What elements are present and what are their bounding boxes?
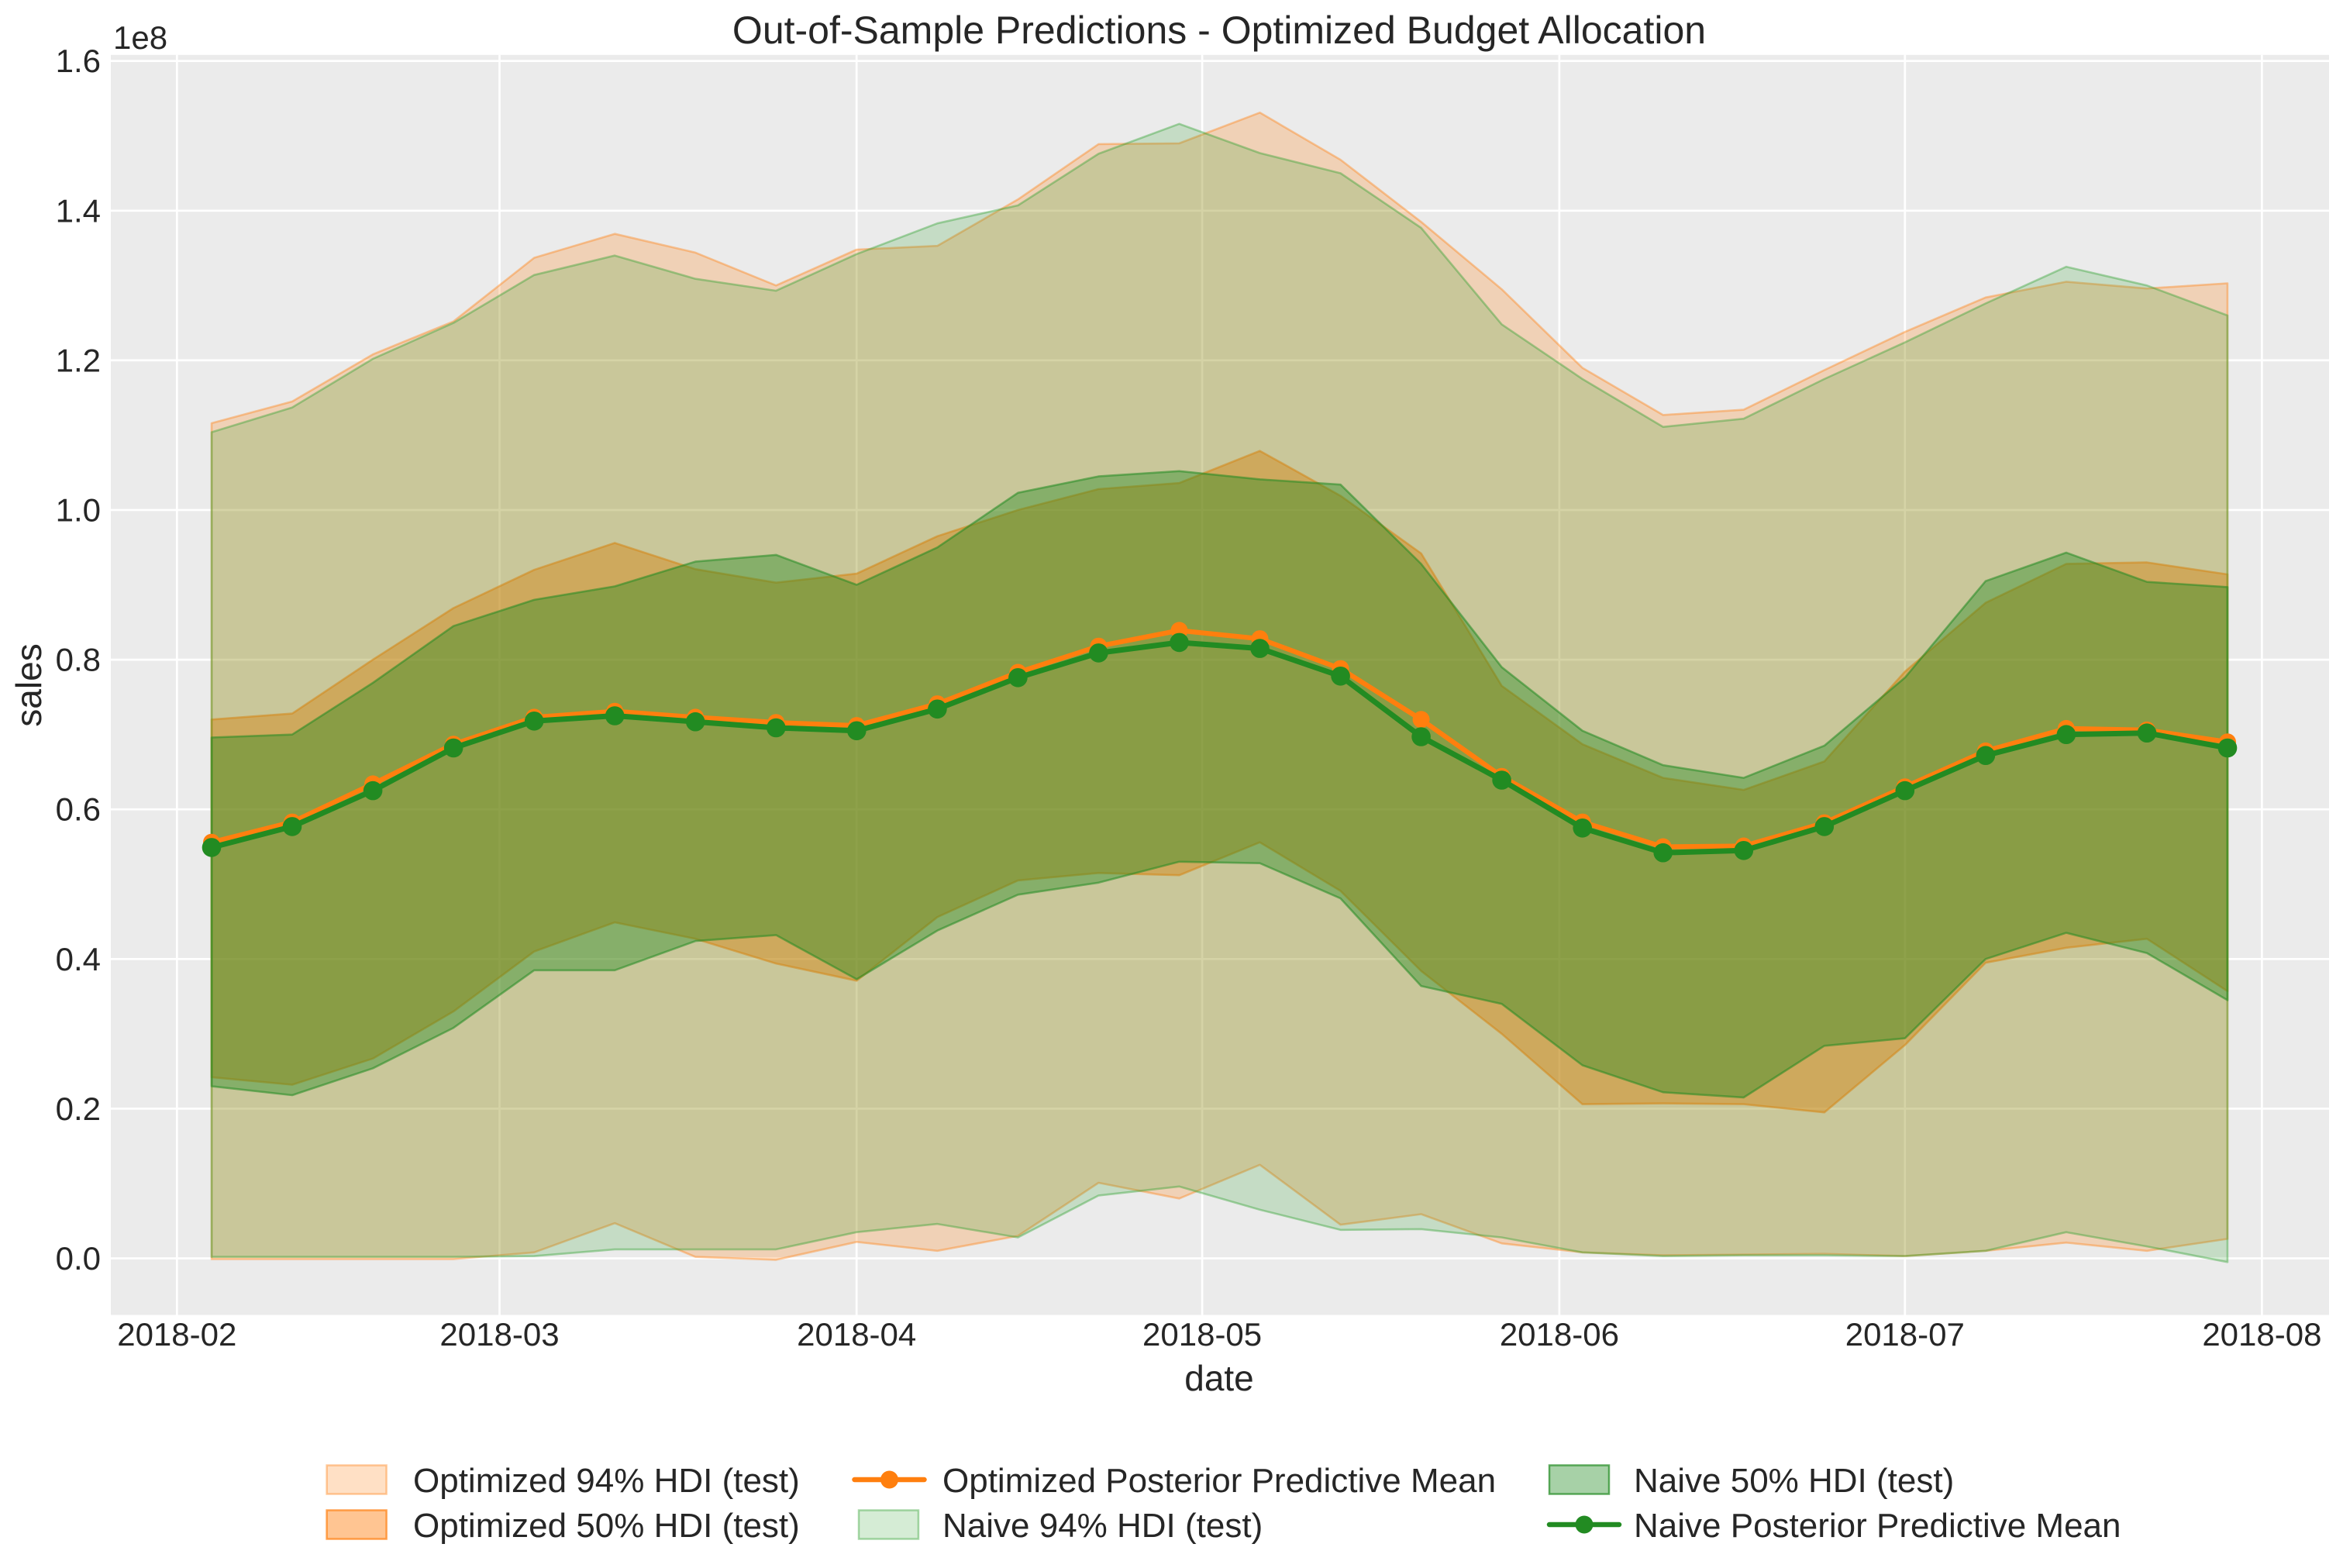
svg-text:1.0: 1.0 [56,492,101,529]
svg-text:Optimized 50% HDI (test): Optimized 50% HDI (test) [413,1507,800,1545]
svg-text:Out-of-Sample Predictions - Op: Out-of-Sample Predictions - Optimized Bu… [732,9,1706,52]
svg-text:Optimized 94% HDI (test): Optimized 94% HDI (test) [413,1462,800,1500]
svg-text:2018-08: 2018-08 [2202,1316,2321,1353]
svg-text:2018-04: 2018-04 [797,1316,916,1353]
svg-text:2018-07: 2018-07 [1845,1316,1965,1353]
svg-text:Naive 94% HDI (test): Naive 94% HDI (test) [942,1507,1263,1545]
svg-text:0.8: 0.8 [56,642,101,678]
svg-text:0.0: 0.0 [56,1240,101,1277]
svg-text:sales: sales [9,643,49,726]
svg-text:2018-05: 2018-05 [1142,1316,1262,1353]
svg-text:0.4: 0.4 [56,941,101,977]
svg-text:0.6: 0.6 [56,791,101,828]
svg-text:Naive 50% HDI (test): Naive 50% HDI (test) [1634,1462,1954,1500]
svg-text:2018-06: 2018-06 [1500,1316,1619,1353]
svg-text:1.4: 1.4 [56,192,101,229]
svg-text:Optimized Posterior Predictive: Optimized Posterior Predictive Mean [942,1462,1496,1500]
svg-text:1e8: 1e8 [113,19,167,56]
svg-text:1.2: 1.2 [56,342,101,378]
svg-text:1.6: 1.6 [56,43,101,79]
svg-text:2018-02: 2018-02 [117,1316,236,1353]
svg-text:Naive Posterior Predictive Mea: Naive Posterior Predictive Mean [1634,1507,2121,1545]
svg-text:0.2: 0.2 [56,1091,101,1127]
svg-text:date: date [1184,1358,1254,1398]
svg-text:2018-03: 2018-03 [439,1316,559,1353]
